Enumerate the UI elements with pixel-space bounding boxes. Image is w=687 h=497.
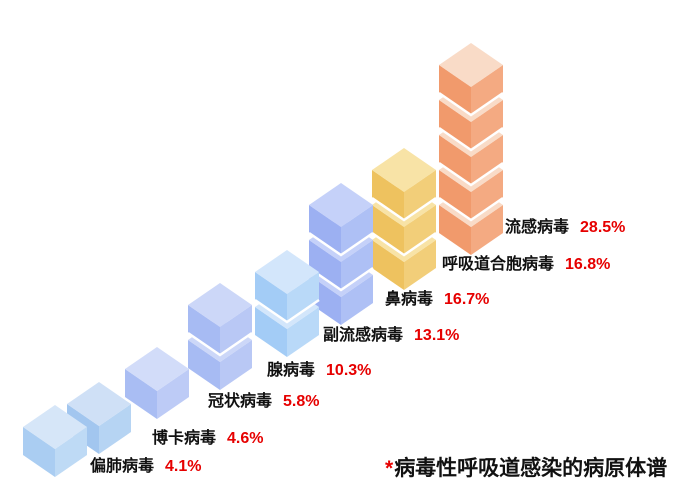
footnote-text: 病毒性呼吸道感染的病原体谱 — [394, 457, 668, 480]
cube-seam-line — [371, 231, 437, 257]
cube-stack — [438, 43, 504, 255]
cube-left-face — [372, 240, 404, 290]
virus-percent-value: 10.3% — [326, 362, 372, 379]
virus-label-row: 博卡病毒 4.6% — [152, 429, 263, 449]
cube-left-face — [439, 205, 471, 255]
cube-seam-line — [308, 231, 374, 257]
cube-top-face — [439, 43, 503, 87]
cube-left-face — [188, 340, 220, 390]
virus-label-row: 腺病毒 10.3% — [267, 361, 371, 381]
cube-right-face — [55, 427, 87, 477]
cube-right-face — [471, 100, 503, 150]
virus-label-row: 偏肺病毒 4.1% — [90, 457, 201, 477]
virus-name-label: 冠状病毒 — [208, 393, 273, 410]
virus-name-label: 呼吸道合胞病毒 — [442, 256, 555, 273]
cube-top-face — [125, 347, 189, 391]
cube-left-face — [309, 240, 341, 290]
cube-right-face — [404, 170, 436, 220]
cube-right-face — [404, 240, 436, 290]
cube-top-face — [255, 250, 319, 294]
virus-percent-value: 13.1% — [414, 327, 460, 344]
cube-right-face — [471, 170, 503, 220]
cube-left-face — [439, 65, 471, 115]
virus-percent-value: 4.1% — [165, 458, 202, 475]
cube-left-face — [372, 205, 404, 255]
cube-left-face — [372, 170, 404, 220]
cube-top-face — [188, 283, 252, 327]
virus-name-label: 流感病毒 — [505, 219, 570, 236]
virus-percent-value: 28.5% — [580, 219, 626, 236]
cube-right-face — [341, 240, 373, 290]
cube-right-face — [157, 369, 189, 419]
virus-name-label: 腺病毒 — [267, 362, 316, 379]
cube-top-face — [309, 183, 373, 227]
cube-right-face — [471, 65, 503, 115]
cube-stack — [23, 405, 87, 477]
cube-left-face — [439, 100, 471, 150]
chart-footnote: *病毒性呼吸道感染的病原体谱 — [385, 452, 667, 482]
cube-left-face — [255, 307, 287, 357]
cube-left-face — [309, 205, 341, 255]
virus-percent-value: 5.8% — [283, 393, 320, 410]
virus-name-label: 偏肺病毒 — [90, 458, 155, 475]
cube-right-face — [220, 340, 252, 390]
cube-right-face — [404, 205, 436, 255]
cube-right-face — [287, 307, 319, 357]
cube-left-face — [23, 427, 55, 477]
cube-stack — [125, 347, 189, 419]
cube-stack — [187, 283, 253, 390]
virus-label-row: 鼻病毒 16.7% — [385, 290, 489, 310]
cube-left-face — [439, 170, 471, 220]
cube-top-face — [67, 382, 131, 426]
virus-percent-value: 16.8% — [565, 256, 611, 273]
cube-top-face — [372, 148, 436, 192]
cube-right-face — [220, 305, 252, 355]
cube-seam-line — [438, 161, 504, 187]
cube-right-face — [341, 205, 373, 255]
cube-seam-line — [187, 331, 253, 357]
footnote-asterisk: * — [385, 457, 394, 480]
cube-left-face — [188, 305, 220, 355]
cube-seam-line — [438, 196, 504, 222]
cube-seam-line — [254, 298, 320, 324]
cube-top-face — [23, 405, 87, 449]
virus-label-row: 冠状病毒 5.8% — [208, 392, 319, 412]
cube-right-face — [287, 272, 319, 322]
virus-label-row: 副流感病毒 13.1% — [323, 326, 459, 346]
cube-right-face — [99, 404, 131, 454]
cube-left-face — [255, 272, 287, 322]
cube-right-face — [471, 135, 503, 185]
cube-stack — [254, 250, 320, 357]
cube-seam-line — [371, 196, 437, 222]
cube-left-face — [439, 135, 471, 185]
virus-name-label: 副流感病毒 — [323, 327, 404, 344]
virus-percent-value: 4.6% — [227, 430, 264, 447]
cube-seam-line — [438, 91, 504, 117]
virus-label-row: 呼吸道合胞病毒 16.8% — [442, 255, 610, 275]
virus-label-row: 流感病毒 28.5% — [505, 218, 625, 238]
cube-seam-line — [438, 126, 504, 152]
cube-right-face — [471, 205, 503, 255]
cube-stack — [308, 183, 374, 325]
cube-stack — [371, 148, 437, 290]
virus-percent-value: 16.7% — [444, 291, 490, 308]
cube-right-face — [341, 275, 373, 325]
virus-name-label: 鼻病毒 — [385, 291, 434, 308]
cube-left-face — [125, 369, 157, 419]
virus-name-label: 博卡病毒 — [152, 430, 217, 447]
cube-seam-line — [308, 266, 374, 292]
